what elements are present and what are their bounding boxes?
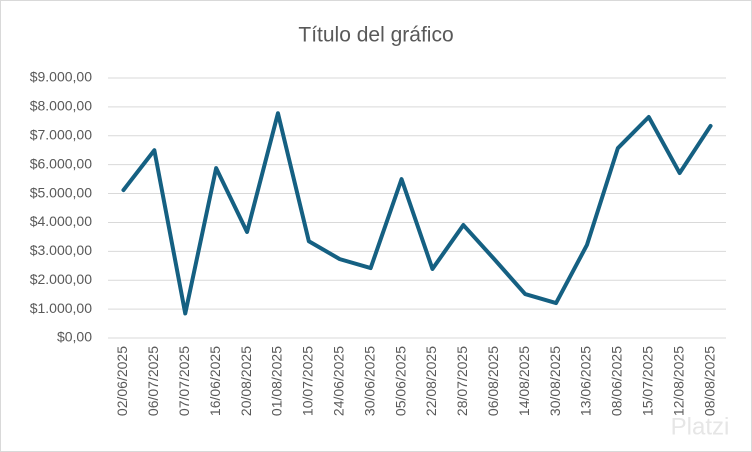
x-tick-label: 14/08/2025 <box>516 346 532 416</box>
x-tick-label: 30/08/2025 <box>547 346 563 416</box>
x-tick-label: 16/06/2025 <box>207 346 223 416</box>
watermark: Platzi <box>671 413 730 440</box>
y-tick-label: $8.000,00 <box>30 98 92 114</box>
y-tick-label: $5.000,00 <box>30 184 92 200</box>
x-tick-label: 24/06/2025 <box>330 346 346 416</box>
y-tick-label: $0,00 <box>57 329 92 345</box>
y-tick-label: $2.000,00 <box>30 271 92 287</box>
x-tick-label: 08/06/2025 <box>609 346 625 416</box>
x-tick-label: 20/08/2025 <box>238 346 254 416</box>
x-tick-label: 05/06/2025 <box>392 346 408 416</box>
data-line <box>121 111 713 316</box>
x-tick-label: 08/08/2025 <box>701 346 717 416</box>
x-tick-label: 01/08/2025 <box>269 346 285 416</box>
x-tick-label: 02/06/2025 <box>114 346 130 416</box>
y-tick-label: $1.000,00 <box>30 300 92 316</box>
chart-title: Título del gráfico <box>298 24 453 47</box>
y-tick-label: $7.000,00 <box>30 126 92 142</box>
y-tick-label: $6.000,00 <box>30 155 92 171</box>
x-tick-label: 22/08/2025 <box>423 346 439 416</box>
y-tick-label: $4.000,00 <box>30 213 92 229</box>
x-tick-label: 13/06/2025 <box>578 346 594 416</box>
y-tick-label: $3.000,00 <box>30 242 92 258</box>
x-tick-label: 06/08/2025 <box>485 346 501 416</box>
x-tick-label: 12/08/2025 <box>670 346 686 416</box>
x-tick-label: 15/07/2025 <box>639 346 655 416</box>
x-tick-label: 10/07/2025 <box>300 346 316 416</box>
x-tick-label: 28/07/2025 <box>454 346 470 416</box>
x-tick-label: 07/07/2025 <box>176 346 192 416</box>
x-tick-label: 06/07/2025 <box>145 346 161 416</box>
x-tick-label: 30/06/2025 <box>361 346 377 416</box>
y-tick-label: $9.000,00 <box>30 69 92 85</box>
